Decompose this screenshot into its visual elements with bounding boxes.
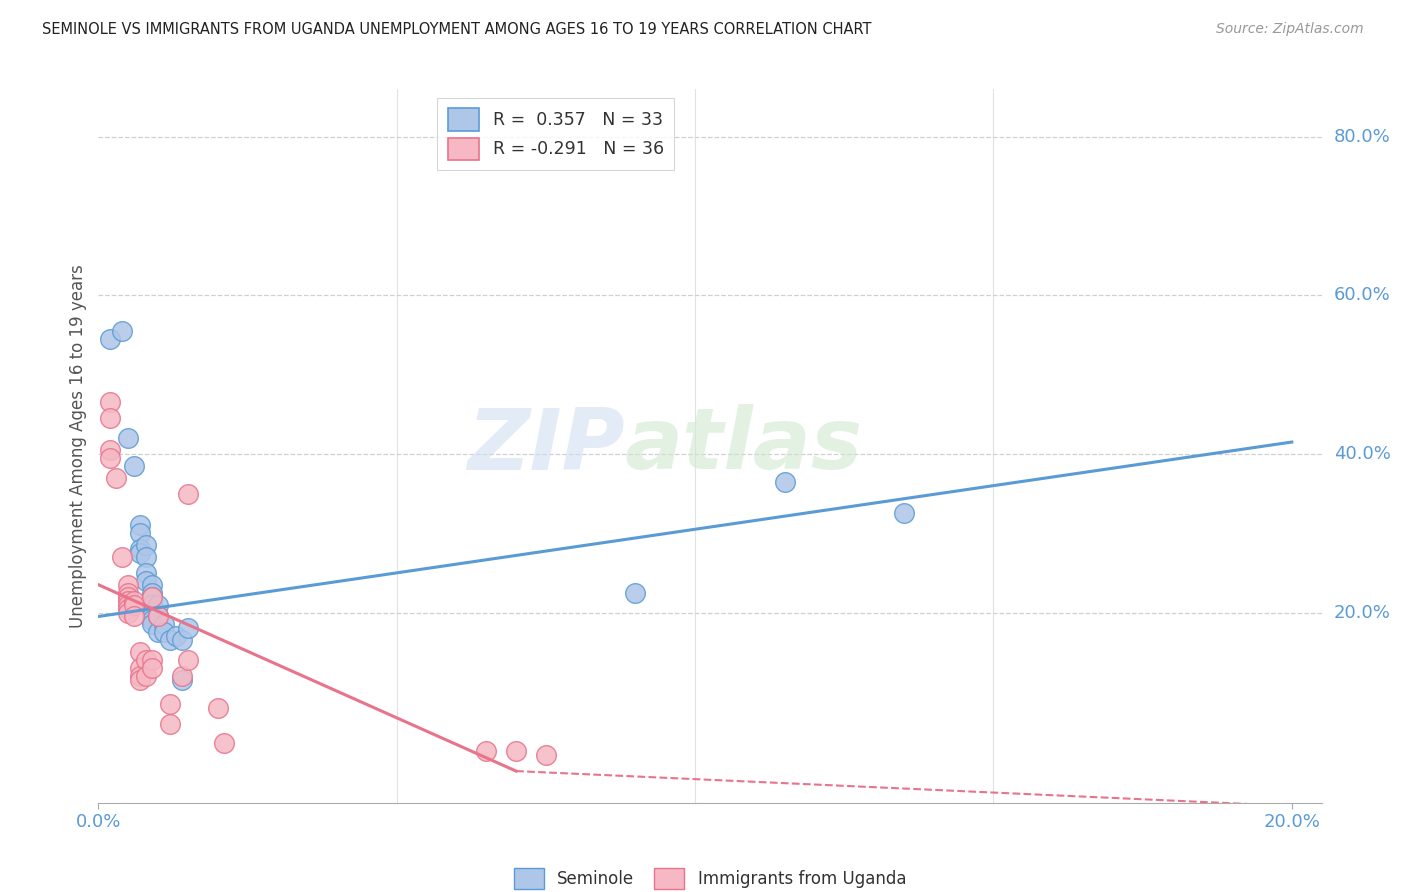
Point: [129, 526, 152, 541]
Point: [170, 673, 193, 687]
Point: [111, 549, 134, 564]
Text: 20.0%: 20.0%: [1333, 604, 1391, 622]
Point: [117, 431, 139, 445]
Point: [98, 395, 121, 409]
Point: [135, 669, 157, 683]
Point: [159, 697, 181, 711]
Point: [475, 744, 498, 758]
Point: [165, 629, 187, 643]
Point: [141, 585, 163, 599]
Point: [117, 598, 139, 612]
Point: [129, 645, 152, 659]
Point: [117, 590, 139, 604]
Point: [159, 716, 181, 731]
Point: [122, 458, 145, 473]
Point: [141, 614, 163, 628]
Point: [98, 442, 121, 457]
Point: [170, 669, 193, 683]
Point: [135, 653, 157, 667]
Text: 40.0%: 40.0%: [1333, 445, 1391, 463]
Point: [141, 609, 163, 624]
Point: [534, 748, 557, 763]
Point: [177, 653, 200, 667]
Point: [129, 546, 152, 560]
Point: [129, 542, 152, 557]
Point: [177, 486, 200, 500]
Point: [135, 538, 157, 552]
Point: [207, 700, 229, 714]
Point: [141, 578, 163, 592]
Point: [505, 744, 527, 758]
Point: [117, 578, 139, 592]
Point: [141, 606, 163, 620]
Point: [141, 590, 163, 604]
Point: [146, 609, 169, 624]
Point: [111, 324, 134, 338]
Point: [146, 598, 169, 612]
Point: [122, 609, 145, 624]
Point: [129, 669, 152, 683]
Point: [141, 653, 163, 667]
Point: [153, 625, 176, 640]
Point: [893, 507, 915, 521]
Point: [135, 566, 157, 580]
Point: [129, 518, 152, 533]
Text: ZIP: ZIP: [467, 404, 624, 488]
Text: SEMINOLE VS IMMIGRANTS FROM UGANDA UNEMPLOYMENT AMONG AGES 16 TO 19 YEARS CORREL: SEMINOLE VS IMMIGRANTS FROM UGANDA UNEMP…: [42, 22, 872, 37]
Point: [141, 661, 163, 675]
Point: [135, 549, 157, 564]
Text: 80.0%: 80.0%: [1333, 128, 1391, 145]
Point: [773, 475, 796, 489]
Point: [98, 450, 121, 465]
Point: [153, 617, 176, 632]
Point: [141, 598, 163, 612]
Point: [135, 574, 157, 588]
Point: [117, 593, 139, 607]
Point: [117, 585, 139, 599]
Point: [624, 585, 647, 599]
Point: [212, 736, 235, 750]
Text: 60.0%: 60.0%: [1333, 286, 1391, 304]
Point: [146, 609, 169, 624]
Text: Source: ZipAtlas.com: Source: ZipAtlas.com: [1216, 22, 1364, 37]
Point: [129, 673, 152, 687]
Point: [177, 621, 200, 635]
Point: [117, 606, 139, 620]
Point: [122, 593, 145, 607]
Point: [141, 590, 163, 604]
Point: [159, 633, 181, 648]
Point: [117, 601, 139, 615]
Point: [170, 633, 193, 648]
Text: atlas: atlas: [624, 404, 862, 488]
Point: [129, 661, 152, 675]
Point: [146, 625, 169, 640]
Point: [105, 471, 128, 485]
Point: [98, 332, 121, 346]
Legend: Seminole, Immigrants from Uganda: Seminole, Immigrants from Uganda: [508, 861, 912, 892]
Point: [141, 617, 163, 632]
Y-axis label: Unemployment Among Ages 16 to 19 years: Unemployment Among Ages 16 to 19 years: [69, 264, 87, 628]
Point: [122, 598, 145, 612]
Point: [98, 411, 121, 425]
